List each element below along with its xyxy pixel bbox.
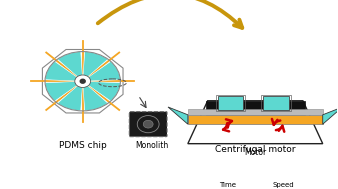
Wedge shape xyxy=(83,81,108,111)
Wedge shape xyxy=(83,52,108,81)
Circle shape xyxy=(75,75,91,88)
Wedge shape xyxy=(45,61,83,81)
Circle shape xyxy=(143,120,153,128)
Text: Centrifugal motor: Centrifugal motor xyxy=(215,145,295,154)
Wedge shape xyxy=(57,52,83,81)
Polygon shape xyxy=(323,107,338,124)
Polygon shape xyxy=(168,107,188,124)
Wedge shape xyxy=(83,81,120,101)
Wedge shape xyxy=(45,81,83,101)
Bar xyxy=(216,95,245,111)
Bar xyxy=(218,96,243,110)
Circle shape xyxy=(80,79,85,83)
Bar xyxy=(188,108,323,115)
Text: Speed: Speed xyxy=(272,182,294,188)
Text: Time: Time xyxy=(219,182,236,188)
Wedge shape xyxy=(57,81,83,111)
Wedge shape xyxy=(83,61,120,81)
Text: Motor: Motor xyxy=(244,148,266,157)
Bar xyxy=(206,101,305,115)
Bar xyxy=(263,96,289,110)
Bar xyxy=(261,95,291,111)
Polygon shape xyxy=(188,101,323,144)
Text: PDMS chip: PDMS chip xyxy=(59,141,106,150)
Text: Monolith: Monolith xyxy=(136,141,169,149)
Bar xyxy=(188,115,323,124)
FancyBboxPatch shape xyxy=(129,112,167,137)
